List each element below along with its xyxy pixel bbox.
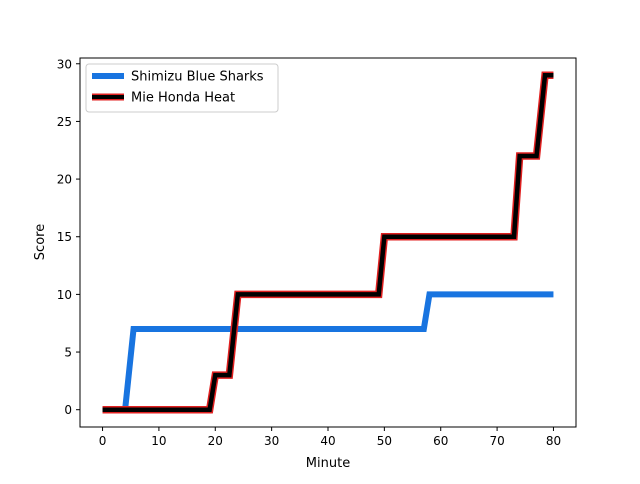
y-tick-label: 5 (64, 346, 72, 360)
x-tick-label: 80 (546, 434, 561, 448)
x-tick-label: 0 (99, 434, 107, 448)
series-layer (102, 71, 554, 414)
y-tick-label: 15 (57, 230, 72, 244)
y-axis: 0 5 10 15 20 25 30 (57, 57, 80, 417)
x-tick-label: 70 (489, 434, 504, 448)
y-tick-label: 10 (57, 288, 72, 302)
y-tick-label: 25 (57, 115, 72, 129)
y-tick-label: 20 (57, 173, 72, 187)
x-axis-label: Minute (306, 456, 350, 471)
x-tick-label: 60 (433, 434, 448, 448)
x-tick-label: 10 (151, 434, 166, 448)
legend-label-shimizu-blue-sharks: Shimizu Blue Sharks (131, 70, 264, 85)
legend-label-mie-honda-heat: Mie Honda Heat (131, 91, 235, 106)
legend-box (85, 63, 279, 113)
x-tick-label: 40 (320, 434, 335, 448)
y-tick-label: 0 (64, 403, 72, 417)
x-tick-label: 20 (208, 434, 223, 448)
x-axis: 0 10 20 30 40 50 60 70 80 (99, 427, 561, 448)
series-line-mie-honda-heat (102, 73, 554, 412)
x-tick-label: 50 (377, 434, 392, 448)
y-tick-label: 30 (57, 57, 72, 71)
x-tick-label: 30 (264, 434, 279, 448)
y-axis-label: Score (33, 224, 48, 260)
legend: Shimizu Blue Sharks Mie Honda Heat (85, 63, 279, 113)
